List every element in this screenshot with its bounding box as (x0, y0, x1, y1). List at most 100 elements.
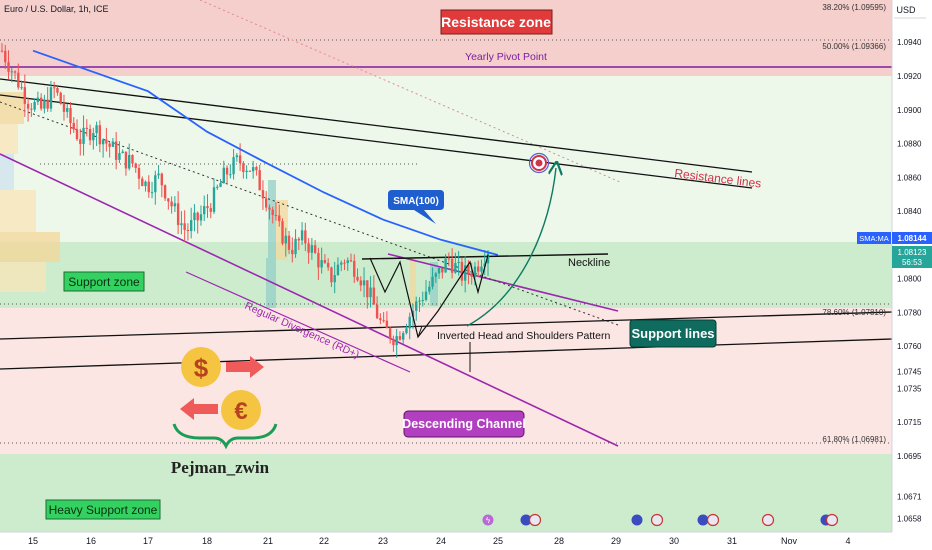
candle-body[interactable] (242, 163, 245, 173)
candle-body[interactable] (310, 245, 314, 253)
candle-body[interactable] (46, 99, 49, 109)
candle-body[interactable] (486, 253, 490, 264)
candle-body[interactable] (297, 238, 301, 241)
candle-body[interactable] (251, 167, 255, 172)
candle-body[interactable] (346, 260, 349, 264)
candle-body[interactable] (349, 260, 353, 262)
candle-body[interactable] (463, 265, 467, 281)
candle-body[interactable] (0, 50, 4, 52)
candle-body[interactable] (291, 249, 294, 255)
candle-body[interactable] (388, 328, 392, 340)
candle-body[interactable] (85, 127, 89, 129)
candle-body[interactable] (193, 212, 196, 221)
target-icon[interactable] (528, 152, 550, 174)
candle-body[interactable] (467, 265, 470, 274)
candle-body[interactable] (52, 87, 56, 89)
candle-body[interactable] (10, 71, 13, 73)
candle-body[interactable] (317, 252, 320, 268)
candle-body[interactable] (340, 262, 343, 265)
candle-body[interactable] (274, 215, 278, 217)
support-zone-label[interactable]: Support zone (63, 271, 145, 292)
sma-callout[interactable]: SMA(100) (388, 190, 444, 224)
candle-body[interactable] (379, 318, 382, 321)
candle-body[interactable] (359, 280, 362, 286)
candle-body[interactable] (392, 339, 395, 346)
candle-body[interactable] (281, 221, 284, 244)
candle-body[interactable] (421, 299, 424, 301)
candle-body[interactable] (480, 266, 483, 272)
candle-body[interactable] (105, 139, 108, 144)
candle-body[interactable] (196, 212, 199, 221)
candle-body[interactable] (62, 104, 66, 112)
time-axis[interactable] (0, 532, 932, 550)
candle-body[interactable] (33, 101, 36, 110)
candle-body[interactable] (180, 223, 183, 226)
channel-label[interactable]: Descending Channel (402, 410, 526, 438)
candle-body[interactable] (284, 235, 287, 244)
candle-body[interactable] (278, 215, 281, 222)
candles[interactable] (0, 43, 490, 358)
candle-body[interactable] (186, 229, 190, 232)
candle-body[interactable] (189, 220, 193, 232)
candle-body[interactable] (454, 263, 457, 273)
candle-body[interactable] (137, 168, 141, 179)
candle-body[interactable] (88, 128, 92, 141)
candle-body[interactable] (30, 108, 33, 110)
candle-body[interactable] (23, 87, 27, 104)
sma-line[interactable] (32, 49, 499, 256)
candle-body[interactable] (101, 139, 105, 145)
candle-body[interactable] (300, 230, 304, 241)
candle-body[interactable] (98, 125, 102, 145)
support-lines-label[interactable]: Support lines (629, 319, 717, 348)
candle-body[interactable] (212, 187, 216, 212)
candle-body[interactable] (95, 125, 98, 134)
candle-body[interactable] (307, 243, 310, 253)
candle-body[interactable] (353, 260, 356, 277)
descending-channel[interactable] (0, 153, 619, 447)
candle-body[interactable] (160, 173, 164, 186)
currency-label[interactable]: USD (896, 5, 916, 15)
last-price-tag[interactable]: 1.08123 56:53 (892, 246, 932, 268)
candle-body[interactable] (216, 186, 219, 188)
candle-body[interactable] (232, 157, 235, 175)
candle-body[interactable] (477, 266, 480, 272)
candle-body[interactable] (424, 291, 428, 300)
candle-body[interactable] (362, 280, 366, 286)
candle-body[interactable] (183, 223, 186, 230)
support-lines[interactable] (0, 311, 893, 370)
candle-body[interactable] (271, 209, 274, 216)
candle-body[interactable] (323, 260, 327, 263)
candle-body[interactable] (235, 155, 239, 158)
candle-body[interactable] (245, 170, 248, 173)
candle-body[interactable] (415, 301, 418, 311)
candle-body[interactable] (219, 183, 222, 187)
candle-body[interactable] (330, 267, 333, 283)
candle-body[interactable] (287, 235, 291, 250)
candle-body[interactable] (167, 198, 170, 202)
candle-body[interactable] (229, 174, 232, 176)
candle-body[interactable] (375, 304, 379, 319)
candle-body[interactable] (294, 238, 297, 255)
candle-body[interactable] (79, 139, 82, 144)
candle-body[interactable] (131, 154, 134, 164)
candle-body[interactable] (460, 261, 464, 281)
candle-body[interactable] (111, 141, 115, 147)
candle-body[interactable] (150, 192, 154, 194)
candle-body[interactable] (320, 260, 323, 268)
candle-body[interactable] (336, 264, 340, 276)
candle-body[interactable] (69, 108, 72, 124)
candle-body[interactable] (326, 262, 330, 268)
price-axis[interactable] (892, 0, 932, 550)
candle-body[interactable] (163, 185, 167, 199)
candle-body[interactable] (428, 286, 431, 292)
resistance-zone-label[interactable]: Resistance zone (440, 9, 553, 35)
event-icons[interactable]: ϟ (482, 513, 839, 527)
candle-body[interactable] (75, 129, 79, 140)
candle-body[interactable] (154, 175, 157, 193)
candle-body[interactable] (473, 266, 477, 277)
candle-body[interactable] (431, 276, 434, 287)
candle-body[interactable] (437, 267, 441, 274)
candle-body[interactable] (141, 178, 144, 187)
candle-body[interactable] (92, 133, 95, 141)
candle-body[interactable] (333, 275, 336, 283)
